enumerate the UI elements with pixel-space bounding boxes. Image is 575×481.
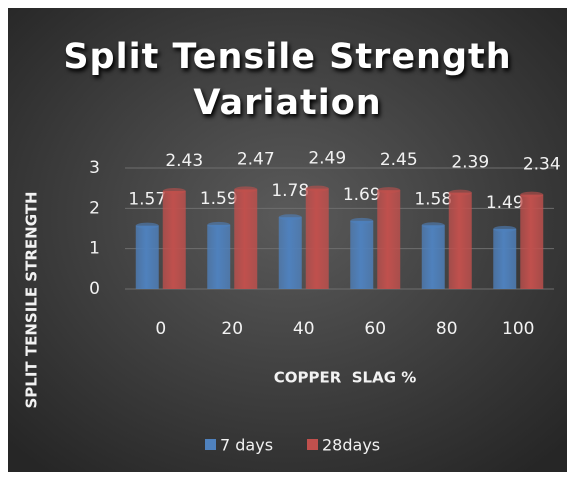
bar [520, 194, 544, 289]
legend-swatch [205, 439, 216, 450]
data-label: 2.43 [165, 151, 203, 171]
data-label: 1.69 [343, 185, 381, 205]
legend-swatch [307, 439, 318, 450]
bar-top [520, 191, 544, 198]
bar-top [162, 187, 186, 194]
x-tick-label: 40 [293, 319, 315, 339]
data-label: 2.45 [380, 150, 418, 170]
data-label: 1.57 [128, 190, 166, 210]
bar-top [278, 214, 302, 221]
x-tick-label: 80 [436, 319, 458, 339]
data-label: 1.59 [200, 189, 238, 209]
data-label: 1.78 [271, 181, 309, 201]
x-tick-label: 20 [221, 319, 243, 339]
data-label: 2.47 [237, 149, 275, 169]
bar [377, 190, 401, 289]
bar-top [207, 221, 231, 228]
x-axis-label: COPPER SLAG % [274, 369, 417, 387]
data-label: 1.58 [414, 189, 452, 209]
data-label: 2.49 [308, 149, 346, 169]
y-tick-label: 0 [89, 279, 100, 299]
bar-top [234, 186, 258, 193]
y-tick-label: 3 [89, 158, 100, 178]
data-label: 2.39 [451, 153, 489, 173]
bar [135, 225, 159, 289]
bar [234, 189, 258, 289]
x-tick-label: 100 [502, 319, 534, 339]
bar-top [350, 217, 374, 224]
y-tick-label: 2 [89, 198, 100, 218]
bar [162, 190, 186, 289]
bar-top [493, 225, 517, 232]
bar-top [135, 222, 159, 229]
bar [350, 220, 374, 289]
y-tick-label: 1 [89, 239, 100, 259]
y-axis-label: SPLIT TENSILE STRENGTH [23, 191, 41, 408]
bar-top [377, 187, 401, 194]
bar-top [305, 185, 329, 192]
bar [493, 228, 517, 289]
data-label: 2.34 [523, 155, 561, 175]
x-tick-label: 60 [364, 319, 386, 339]
bar [207, 224, 231, 289]
legend-label: 7 days [220, 436, 273, 455]
bar [305, 188, 329, 289]
data-label: 1.49 [486, 193, 524, 213]
bar-top [448, 189, 472, 196]
legend-label: 28days [322, 436, 380, 455]
bar [421, 225, 445, 289]
bar-top [421, 222, 445, 229]
bar [278, 217, 302, 289]
x-tick-label: 0 [155, 319, 166, 339]
bar [448, 192, 472, 289]
chart-title: Split Tensile Strength Variation [63, 37, 512, 123]
